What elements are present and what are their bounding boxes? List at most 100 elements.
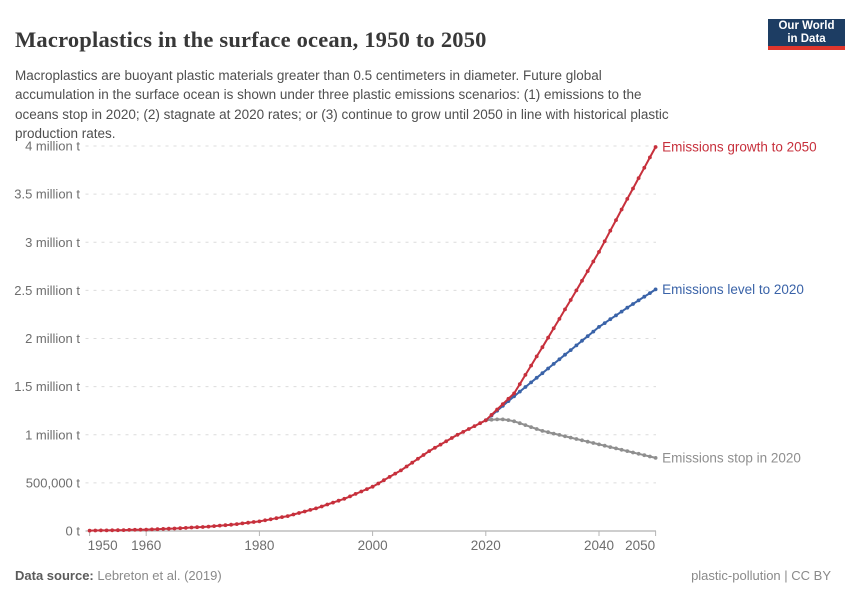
- series-point: [133, 527, 137, 532]
- y-axis-tick-label: 1 million t: [25, 427, 80, 442]
- series-point: [495, 417, 499, 422]
- series-point: [421, 453, 426, 457]
- y-axis-tick-label: 4 million t: [25, 139, 80, 154]
- series-point: [506, 396, 511, 401]
- series-point: [636, 451, 641, 456]
- series-point: [585, 269, 590, 273]
- series-point: [540, 429, 545, 433]
- series-point: [87, 528, 92, 533]
- series-point: [150, 527, 154, 532]
- series-point: [331, 500, 335, 505]
- series-point: [563, 352, 567, 357]
- series-point: [529, 380, 533, 385]
- series-point: [642, 294, 647, 299]
- series-point: [608, 445, 613, 449]
- series-point: [353, 492, 358, 496]
- series-end-label-emissions-level-to-2020[interactable]: Emissions level to 2020: [662, 282, 804, 297]
- series-point: [619, 207, 624, 212]
- series-point: [574, 288, 579, 293]
- series-point: [319, 504, 324, 509]
- series-point: [648, 155, 652, 160]
- y-axis-tick-label: 2 million t: [25, 331, 80, 346]
- series-point: [614, 313, 618, 318]
- series-point: [597, 250, 601, 254]
- series-point: [99, 528, 103, 533]
- series-point: [540, 371, 545, 376]
- series-point: [110, 528, 115, 533]
- series-point: [551, 326, 556, 331]
- series-point: [500, 402, 505, 406]
- y-axis-tick-label: 500,000 t: [26, 475, 81, 490]
- series-point: [614, 446, 618, 451]
- series-point: [523, 423, 528, 427]
- series-point: [574, 343, 579, 348]
- series-point: [523, 373, 528, 377]
- series-point: [144, 527, 149, 532]
- series-point: [512, 391, 516, 396]
- series-point: [410, 460, 415, 465]
- series-emissions-level-to-2020[interactable]: [483, 287, 658, 423]
- series-point: [631, 186, 635, 191]
- y-axis-tick-label: 3.5 million t: [14, 187, 80, 202]
- series-point: [495, 407, 499, 412]
- series-point: [489, 417, 494, 422]
- series-point: [183, 526, 188, 530]
- series-point: [370, 484, 375, 489]
- series-point: [438, 442, 443, 447]
- series-point: [540, 345, 545, 350]
- series-point: [551, 362, 556, 366]
- series-point: [602, 321, 607, 325]
- series-point: [257, 519, 262, 524]
- series-point: [585, 334, 590, 339]
- series-point: [359, 489, 364, 494]
- series-point: [625, 449, 630, 453]
- x-axis-tick-label: 2000: [358, 538, 388, 553]
- series-point: [127, 528, 132, 532]
- series-point: [517, 389, 522, 394]
- series-emissions-stop-in-2020[interactable]: [483, 417, 658, 460]
- series-point: [268, 517, 273, 522]
- chart-subtitle: Macroplastics are buoyant plastic materi…: [15, 68, 669, 141]
- series-point: [648, 454, 652, 459]
- series-point: [155, 527, 160, 532]
- line-chart: 0 t 500,000 t 1 million t 1.5 million t 2 mi…: [0, 130, 850, 560]
- series-point: [534, 375, 539, 380]
- series-point: [489, 413, 494, 417]
- series-point: [466, 427, 471, 431]
- series-point: [602, 443, 607, 448]
- series-point: [387, 475, 392, 479]
- series-point: [172, 526, 177, 531]
- series-end-label-emissions-growth-to-2050[interactable]: Emissions growth to 2050: [662, 139, 817, 154]
- series-point: [444, 439, 449, 444]
- series-point: [433, 445, 437, 450]
- series-point: [314, 506, 318, 511]
- series-point: [648, 291, 652, 295]
- series-point: [557, 357, 562, 362]
- x-axis-tick-label: 2040: [584, 538, 614, 553]
- series-point: [223, 523, 228, 528]
- series-point: [506, 418, 511, 422]
- series-point: [206, 524, 211, 529]
- series-point: [580, 338, 584, 343]
- series-point: [574, 437, 579, 441]
- owid-logo[interactable]: Our World in Data: [768, 19, 845, 50]
- series-point: [608, 228, 613, 233]
- series-point: [166, 526, 171, 531]
- series-end-label-emissions-stop-in-2020[interactable]: Emissions stop in 2020: [662, 450, 801, 465]
- owid-logo-box: Our World in Data: [768, 19, 845, 46]
- series-point: [529, 363, 533, 368]
- series-point: [523, 385, 528, 389]
- series-point: [557, 433, 562, 437]
- series-point: [212, 524, 217, 528]
- series-point: [251, 520, 256, 524]
- series-point: [365, 487, 369, 491]
- series-emissions-growth-to-2050[interactable]: [87, 145, 658, 533]
- chart-footer: Data source: Lebreton et al. (2019) plas…: [15, 568, 831, 588]
- series-point: [246, 520, 251, 525]
- series-point: [297, 511, 301, 515]
- series-point: [195, 525, 200, 530]
- series-point: [229, 522, 234, 527]
- series-point: [614, 218, 618, 222]
- series-point: [602, 239, 607, 244]
- x-axis-tick-label: 1960: [131, 538, 161, 553]
